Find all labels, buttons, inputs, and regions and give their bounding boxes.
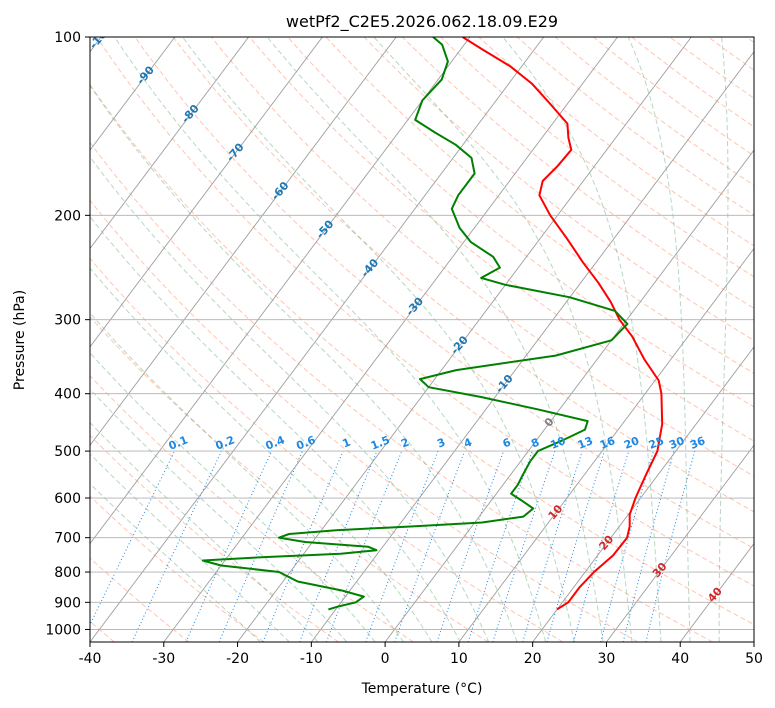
x-tick-label: 0 <box>381 651 390 667</box>
mixing-ratio-line <box>546 450 605 642</box>
y-tick-label: 500 <box>54 444 81 460</box>
mixing-ratio-line <box>436 450 505 642</box>
plot-area-background <box>90 37 754 642</box>
moist-adiabat <box>718 37 729 642</box>
moist-adiabat <box>182 37 575 642</box>
dry-adiabat <box>90 83 754 625</box>
moist-adiabat <box>90 352 376 642</box>
mixing-ratio-label: 3 <box>435 436 447 451</box>
moist-adiabat <box>90 267 433 642</box>
mixing-ratio-line <box>522 450 583 642</box>
mixing-ratio-label: 8 <box>529 436 541 451</box>
moist-adiabat <box>266 37 604 642</box>
isotherm-line <box>90 37 471 545</box>
dry-adiabat <box>90 434 339 642</box>
x-tick-label: 30 <box>598 651 616 667</box>
y-tick-label: 600 <box>54 491 81 507</box>
moist-adiabat <box>114 37 547 642</box>
x-tick-label: 40 <box>671 651 689 667</box>
moist-adiabat <box>90 312 405 642</box>
mixing-ratio-line <box>299 450 378 642</box>
mixing-ratio-line <box>622 450 675 642</box>
mixing-ratio-label: 16 <box>598 434 617 452</box>
moist-adiabat <box>627 37 691 642</box>
moist-adiabat <box>502 37 662 642</box>
dry-adiabat <box>402 37 754 309</box>
dry-adiabat <box>363 37 754 342</box>
mixing-ratio-line <box>467 450 533 642</box>
isotherm-line <box>458 247 754 642</box>
y-tick-label: 100 <box>54 30 81 46</box>
moist-adiabat <box>90 216 461 642</box>
mixing-ratio-line <box>365 450 439 642</box>
dry-adiabat <box>249 37 754 442</box>
plot-frame <box>89 36 755 643</box>
isotherm-line <box>90 37 249 250</box>
mixing-ratio-line <box>573 450 630 642</box>
isotherm-line <box>90 37 397 447</box>
mixing-ratio-label: 25 <box>647 434 666 452</box>
x-tick-label: 10 <box>450 651 468 667</box>
isotherm-line <box>237 37 692 642</box>
y-tick-label: 400 <box>54 387 81 403</box>
isotherm-line <box>90 37 176 151</box>
temperature-profile-line <box>462 37 664 611</box>
x-tick-label: -10 <box>300 651 323 667</box>
isotherm-line <box>532 346 754 642</box>
y-tick-label: 300 <box>54 313 81 329</box>
y-axis-title: Pressure (hPa) <box>12 290 28 390</box>
mixing-ratio-label: 30 <box>667 434 686 452</box>
dry-adiabat <box>90 557 190 642</box>
moist-adiabat <box>90 421 319 642</box>
dry-adiabat <box>172 37 754 513</box>
y-tick-label: 700 <box>54 531 81 547</box>
x-tick-label: -30 <box>152 651 175 667</box>
dry-adiabat <box>90 141 713 642</box>
isotherm-line <box>753 641 754 642</box>
moist-adiabat <box>90 453 290 642</box>
dry-adiabat <box>90 199 639 642</box>
moist-adiabat <box>90 84 518 642</box>
dry-adiabat <box>90 257 564 642</box>
chart-title: wetPf2_C2E5.2026.062.18.09.E29 <box>286 12 558 32</box>
x-tick-label: -20 <box>226 651 249 667</box>
moist-adiabat <box>90 482 261 642</box>
mixing-ratio-line <box>325 450 403 642</box>
mixing-ratio-label: 10 <box>548 434 567 452</box>
mixing-ratio-label: 13 <box>576 434 595 452</box>
x-tick-label: 50 <box>745 651 763 667</box>
isotherm-line <box>90 37 323 348</box>
mixing-ratio-label: 1 <box>341 436 353 451</box>
x-tick-label: 20 <box>524 651 542 667</box>
dewpoint-profile-line <box>201 37 629 611</box>
y-tick-label: 200 <box>54 208 81 224</box>
mixing-ratio-label: 20 <box>622 434 641 452</box>
x-tick-label: -40 <box>79 651 102 667</box>
isotherm-line <box>310 51 754 642</box>
y-tick-label: 800 <box>54 565 81 581</box>
mixing-ratio-label: 2 <box>399 436 411 451</box>
mixing-ratio-line <box>492 450 556 642</box>
y-tick-label: 1000 <box>45 622 81 638</box>
y-tick-label: 900 <box>54 595 81 611</box>
isotherm-line <box>90 37 545 642</box>
moist-adiabat <box>90 388 348 642</box>
moist-adiabat <box>373 37 633 642</box>
mixing-ratio-label: 36 <box>688 434 707 452</box>
dry-adiabat <box>90 315 489 642</box>
dry-adiabat <box>211 37 754 477</box>
mixing-ratio-line <box>185 450 273 642</box>
isotherm-line <box>606 444 754 642</box>
isotherm-line <box>163 37 618 642</box>
x-axis-title: Temperature (°C) <box>361 681 483 697</box>
mixing-ratio-line <box>262 450 344 642</box>
mixing-ratio-line <box>600 450 654 642</box>
